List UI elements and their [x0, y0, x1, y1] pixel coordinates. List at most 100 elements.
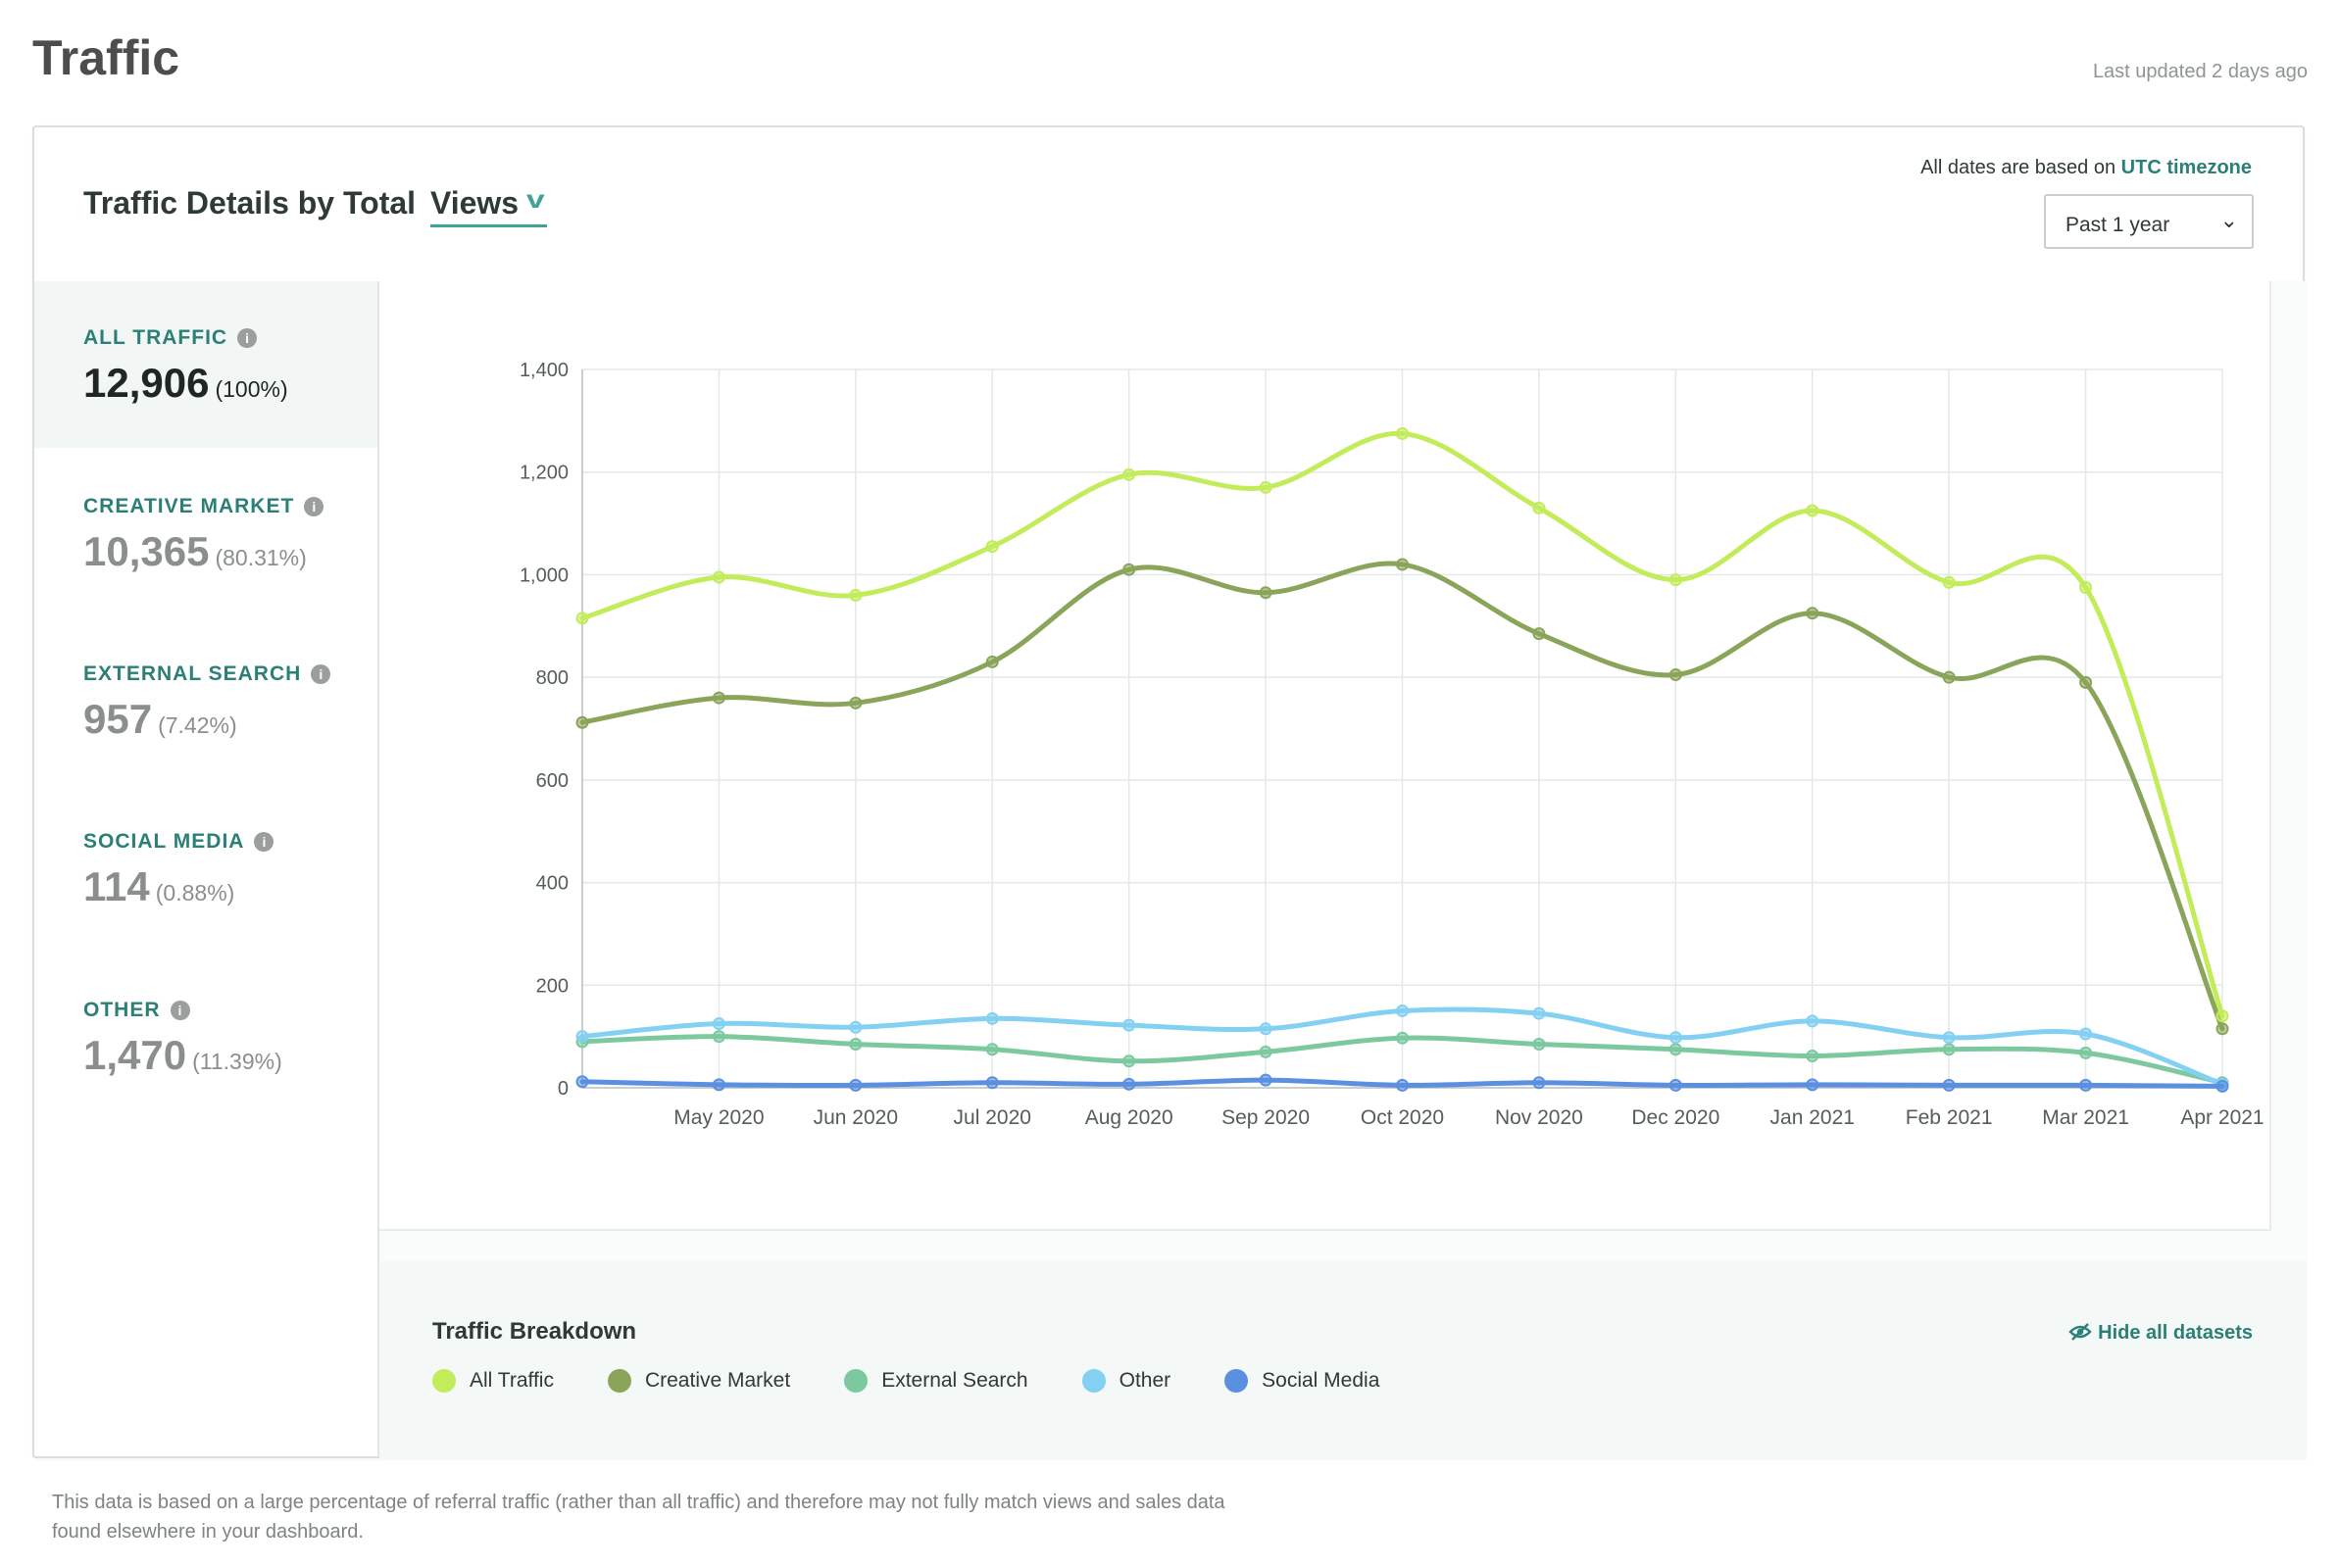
info-icon[interactable]: i — [170, 1001, 190, 1020]
legend-label: Creative Market — [644, 1369, 791, 1392]
data-point-other[interactable] — [1806, 1014, 1819, 1028]
data-point-other[interactable] — [1396, 1004, 1409, 1017]
stat-value: 1,470 (11.39%) — [83, 1032, 282, 1078]
data-point-other[interactable] — [1532, 1006, 1546, 1020]
legend-item[interactable]: Other — [1081, 1369, 1170, 1393]
data-point-external-search[interactable] — [849, 1037, 863, 1051]
info-icon[interactable]: i — [311, 664, 331, 684]
data-point-social-media[interactable] — [1396, 1078, 1409, 1092]
data-point-creative-market[interactable] — [575, 715, 589, 729]
stat-creative-market[interactable]: CREATIVE MARKET i 10,365 (80.31%) — [34, 450, 377, 616]
x-tick-label: Jan 2021 — [1770, 1106, 1855, 1129]
stat-label: ALL TRAFFIC i — [83, 326, 258, 350]
x-tick-label: May 2020 — [673, 1106, 764, 1129]
hide-all-datasets-button[interactable]: Hide all datasets — [2068, 1322, 2253, 1345]
stats-sidebar: ALL TRAFFIC i 12,906 (100%) CREATIVE MARKE… — [34, 281, 379, 1456]
y-tick-label: 0 — [558, 1078, 569, 1100]
date-range-select[interactable]: Past 1 year ⌄ — [2044, 194, 2254, 249]
data-point-other[interactable] — [1668, 1031, 1682, 1045]
info-icon[interactable]: i — [304, 497, 324, 516]
timezone-link[interactable]: UTC timezone — [2120, 157, 2252, 178]
data-point-creative-market[interactable] — [2215, 1022, 2229, 1036]
data-point-social-media[interactable] — [985, 1076, 999, 1090]
data-point-all-traffic[interactable] — [1806, 504, 1819, 517]
data-point-all-traffic[interactable] — [1122, 467, 1136, 481]
data-point-other[interactable] — [1259, 1022, 1272, 1036]
data-point-all-traffic[interactable] — [985, 540, 999, 554]
data-point-other[interactable] — [1122, 1018, 1136, 1032]
data-point-external-search[interactable] — [1668, 1043, 1682, 1056]
data-point-all-traffic[interactable] — [1532, 501, 1546, 514]
legend-label: External Search — [881, 1369, 1028, 1392]
data-point-external-search[interactable] — [1806, 1050, 1819, 1063]
data-point-social-media[interactable] — [1122, 1077, 1136, 1091]
stat-all-traffic[interactable]: ALL TRAFFIC i 12,906 (100%) — [34, 281, 377, 448]
data-point-all-traffic[interactable] — [2215, 1009, 2229, 1023]
legend-item[interactable]: Creative Market — [607, 1369, 791, 1393]
data-point-other[interactable] — [2079, 1027, 2093, 1041]
data-point-social-media[interactable] — [575, 1075, 589, 1089]
series-line-creative-market[interactable] — [579, 561, 2225, 1032]
stat-other[interactable]: OTHER i 1,470 (11.39%) — [34, 954, 377, 1120]
stat-percentage: (100%) — [215, 376, 288, 402]
legend-item[interactable]: All Traffic — [432, 1369, 554, 1393]
data-point-all-traffic[interactable] — [575, 612, 589, 625]
data-point-other[interactable] — [575, 1030, 589, 1044]
data-point-external-search[interactable] — [985, 1043, 999, 1056]
data-point-social-media[interactable] — [1806, 1078, 1819, 1092]
data-point-social-media[interactable] — [1668, 1078, 1682, 1092]
data-point-creative-market[interactable] — [1806, 607, 1819, 620]
stat-social-media[interactable]: SOCIAL MEDIA i 114 (0.88%) — [34, 785, 377, 952]
data-point-creative-market[interactable] — [2079, 675, 2093, 689]
data-point-all-traffic[interactable] — [1668, 573, 1682, 587]
data-point-creative-market[interactable] — [1532, 627, 1546, 641]
legend-item[interactable]: External Search — [844, 1369, 1028, 1393]
y-tick-label: 800 — [536, 667, 569, 689]
traffic-line-chart[interactable]: 0 200 400 600 800 1,000 1,200 1,400 May 2020 Jun … — [379, 281, 2269, 1229]
chart-panel: 0 200 400 600 800 1,000 1,200 1,400 May 2020 Jun … — [379, 281, 2271, 1231]
data-point-creative-market[interactable] — [1396, 558, 1409, 571]
legend-item[interactable]: Social Media — [1224, 1369, 1379, 1393]
data-point-all-traffic[interactable] — [2079, 581, 2093, 595]
x-tick-label: Nov 2020 — [1495, 1106, 1583, 1129]
details-title-prefix: Traffic Details by Total — [83, 185, 417, 220]
data-point-all-traffic[interactable] — [1942, 575, 1956, 589]
data-point-other[interactable] — [985, 1011, 999, 1025]
series-line-all-traffic[interactable] — [579, 430, 2225, 1019]
data-point-external-search[interactable] — [1122, 1054, 1136, 1068]
data-point-all-traffic[interactable] — [849, 588, 863, 602]
data-point-social-media[interactable] — [1942, 1078, 1956, 1092]
data-point-social-media[interactable] — [849, 1078, 863, 1092]
data-point-external-search[interactable] — [1259, 1045, 1272, 1058]
data-point-social-media[interactable] — [712, 1078, 725, 1092]
data-point-creative-market[interactable] — [1259, 586, 1272, 600]
data-point-creative-market[interactable] — [712, 691, 725, 705]
info-icon[interactable]: i — [237, 328, 258, 348]
data-point-social-media[interactable] — [1259, 1073, 1272, 1087]
data-point-external-search[interactable] — [1532, 1037, 1546, 1051]
data-point-creative-market[interactable] — [985, 655, 999, 668]
data-point-external-search[interactable] — [2079, 1046, 2093, 1059]
info-icon[interactable]: i — [254, 832, 274, 852]
legend-swatch — [1081, 1369, 1106, 1393]
data-point-all-traffic[interactable] — [712, 570, 725, 584]
data-point-external-search[interactable] — [1942, 1043, 1956, 1056]
data-point-other[interactable] — [712, 1017, 725, 1031]
data-point-external-search[interactable] — [712, 1030, 725, 1044]
footnote: This data is based on a large percentage… — [52, 1492, 1225, 1543]
data-point-all-traffic[interactable] — [1396, 426, 1409, 440]
data-point-external-search[interactable] — [1396, 1031, 1409, 1045]
stat-external-search[interactable]: EXTERNAL SEARCH i 957 (7.42%) — [34, 617, 377, 784]
metric-select[interactable]: Views v — [429, 184, 547, 227]
data-point-creative-market[interactable] — [1942, 670, 1956, 684]
data-point-social-media[interactable] — [1532, 1076, 1546, 1090]
legend-swatch — [844, 1369, 869, 1393]
data-point-social-media[interactable] — [2215, 1079, 2229, 1093]
data-point-other[interactable] — [1942, 1031, 1956, 1045]
data-point-creative-market[interactable] — [1668, 668, 1682, 682]
data-point-creative-market[interactable] — [849, 696, 863, 710]
data-point-creative-market[interactable] — [1122, 563, 1136, 576]
data-point-other[interactable] — [849, 1020, 863, 1034]
data-point-all-traffic[interactable] — [1259, 480, 1272, 494]
data-point-social-media[interactable] — [2079, 1078, 2093, 1092]
